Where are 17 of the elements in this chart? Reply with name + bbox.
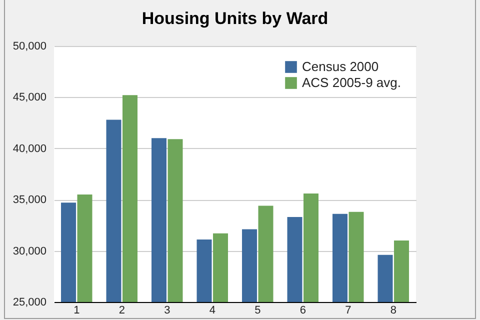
y-tick-label: 30,000	[12, 245, 46, 258]
legend-label: ACS 2005-9 avg.	[302, 75, 402, 90]
x-tick-label: 6	[300, 304, 306, 316]
chart-title: Housing Units by Ward	[142, 9, 328, 28]
x-tick-label: 8	[390, 304, 396, 316]
x-tick-label: 7	[345, 304, 352, 316]
x-tick-label: 3	[164, 304, 170, 316]
y-tick-label: 25,000	[12, 296, 46, 308]
y-tick-label: 40,000	[12, 142, 46, 155]
x-tick-label: 2	[118, 304, 125, 316]
y-tick-label: 50,000	[12, 40, 46, 52]
legend-label: Census 2000	[302, 59, 379, 74]
x-tick-label: 4	[209, 304, 216, 316]
x-tick-label: 1	[74, 304, 80, 316]
y-tick-label: 35,000	[12, 194, 46, 206]
x-tick-label: 5	[254, 304, 261, 316]
y-tick-label: 45,000	[12, 92, 46, 104]
